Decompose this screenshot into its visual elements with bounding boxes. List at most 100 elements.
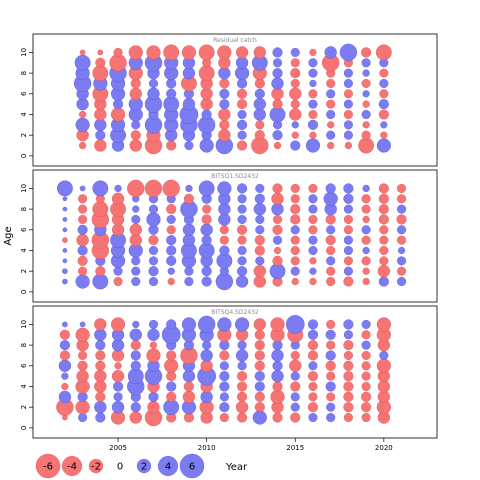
- panels: Residual catch 0 2 4 6 8 10 BITSQ1.SD2432 0 2 4 6 8 1…: [20, 33, 438, 439]
- bubble: [254, 360, 265, 371]
- bubble: [219, 245, 230, 256]
- bubble: [376, 317, 391, 332]
- bubble: [219, 413, 229, 423]
- bubble: [379, 89, 389, 99]
- bubble: [397, 194, 407, 204]
- bubble: [361, 58, 371, 68]
- bubble: [237, 194, 247, 204]
- bubble: [290, 350, 300, 360]
- legend-bubble: [62, 456, 82, 476]
- bubble: [290, 256, 300, 266]
- bubble: [291, 121, 299, 129]
- legend-label: -2: [91, 462, 101, 473]
- bubble: [255, 225, 265, 235]
- bubble: [308, 68, 318, 78]
- bubble: [326, 109, 336, 119]
- bubble: [57, 180, 73, 197]
- bubble: [324, 46, 337, 59]
- bubble: [290, 99, 300, 109]
- bubble: [167, 267, 175, 275]
- bubble: [255, 120, 265, 130]
- bubble: [166, 350, 177, 361]
- bubble: [218, 66, 231, 80]
- bubble: [62, 248, 68, 253]
- bubble: [378, 109, 389, 120]
- bubble: [77, 224, 88, 235]
- bubble: [148, 319, 158, 329]
- panel-frame: [32, 305, 438, 439]
- bubble: [217, 45, 232, 60]
- bubble: [253, 98, 266, 111]
- bubble: [127, 179, 145, 198]
- bubble: [273, 141, 282, 150]
- y-tick-label: 4: [20, 112, 28, 117]
- bubble: [144, 179, 163, 198]
- bubble: [201, 266, 212, 277]
- bubble: [114, 184, 122, 192]
- bubble: [129, 411, 142, 424]
- bubble: [148, 266, 159, 277]
- bubble: [111, 192, 125, 205]
- bubble: [308, 245, 318, 255]
- y-tick-label: 10: [20, 320, 28, 329]
- legend-bubble: [35, 453, 61, 479]
- bubble: [62, 206, 68, 212]
- bubble: [361, 225, 371, 235]
- bubble: [271, 349, 284, 362]
- bubble: [362, 121, 370, 129]
- bubble: [95, 360, 106, 371]
- bubble: [59, 329, 70, 340]
- panel-3: BITSQ4.SD2432 0 2 4 6 8 10: [20, 305, 438, 439]
- bubble: [218, 213, 231, 226]
- bubble: [219, 371, 230, 382]
- bubble: [290, 194, 300, 204]
- bubble: [270, 317, 285, 332]
- bubble: [62, 196, 68, 202]
- bubble: [237, 140, 248, 151]
- bubble: [361, 381, 371, 391]
- bubble: [361, 319, 371, 329]
- bubble: [185, 184, 193, 192]
- bubble: [326, 402, 336, 412]
- bubble: [79, 185, 86, 192]
- bubble: [219, 361, 229, 371]
- bubble: [254, 340, 265, 351]
- bubble: [376, 358, 391, 373]
- bubble: [219, 88, 230, 99]
- bubble: [326, 225, 336, 235]
- bubble: [326, 392, 336, 402]
- bubble: [272, 360, 283, 371]
- bubble: [74, 54, 91, 71]
- bubble: [361, 402, 372, 413]
- bubble: [343, 99, 353, 109]
- bubble: [254, 371, 265, 382]
- bubble: [78, 194, 88, 204]
- bubble: [309, 267, 317, 275]
- bubble: [75, 274, 90, 289]
- bubble: [166, 319, 177, 330]
- bubble: [78, 214, 88, 224]
- x-tick-label: 2020: [375, 444, 393, 452]
- bubble: [166, 381, 177, 392]
- bubble: [397, 246, 406, 255]
- bubble: [77, 360, 88, 371]
- bubble: [254, 329, 265, 340]
- bubble: [129, 234, 142, 247]
- bubble: [252, 410, 267, 425]
- bubble: [273, 58, 283, 68]
- y-tick-label: 0: [20, 290, 28, 294]
- bubble: [272, 381, 283, 392]
- bubble: [254, 193, 265, 204]
- bubble: [200, 98, 213, 111]
- bubble: [113, 277, 123, 287]
- bubble: [79, 110, 87, 119]
- bubble: [166, 140, 177, 151]
- bubble: [237, 340, 247, 350]
- bubble: [290, 392, 300, 402]
- bubble: [361, 413, 371, 423]
- bubble: [62, 258, 68, 264]
- bubble: [148, 245, 158, 255]
- bubble: [309, 79, 317, 88]
- bubble: [113, 266, 123, 276]
- bubble: [62, 278, 68, 285]
